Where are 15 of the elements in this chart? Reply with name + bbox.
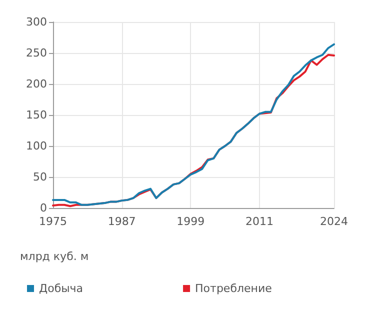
x-tick-label: 1975 — [39, 215, 67, 228]
y-tick-label: 100 — [26, 140, 47, 152]
x-tick-label: 2024 — [320, 215, 348, 228]
y-tick-label: 200 — [26, 78, 47, 90]
y-tick-label: 150 — [26, 108, 47, 122]
x-tick-label: 1987 — [108, 215, 136, 228]
x-tick-label: 1999 — [176, 215, 205, 228]
y-tick-label: 0 — [40, 202, 47, 214]
y-tick-label: 250 — [26, 46, 47, 60]
y-axis-title: млрд куб. м — [20, 250, 89, 263]
legend-label: Добыча — [39, 282, 84, 295]
legend-label: Потребление — [195, 282, 272, 295]
x-tick-label: 2011 — [245, 215, 274, 228]
y-tick-label: 50 — [33, 170, 47, 184]
y-tick-label: 300 — [26, 16, 47, 28]
